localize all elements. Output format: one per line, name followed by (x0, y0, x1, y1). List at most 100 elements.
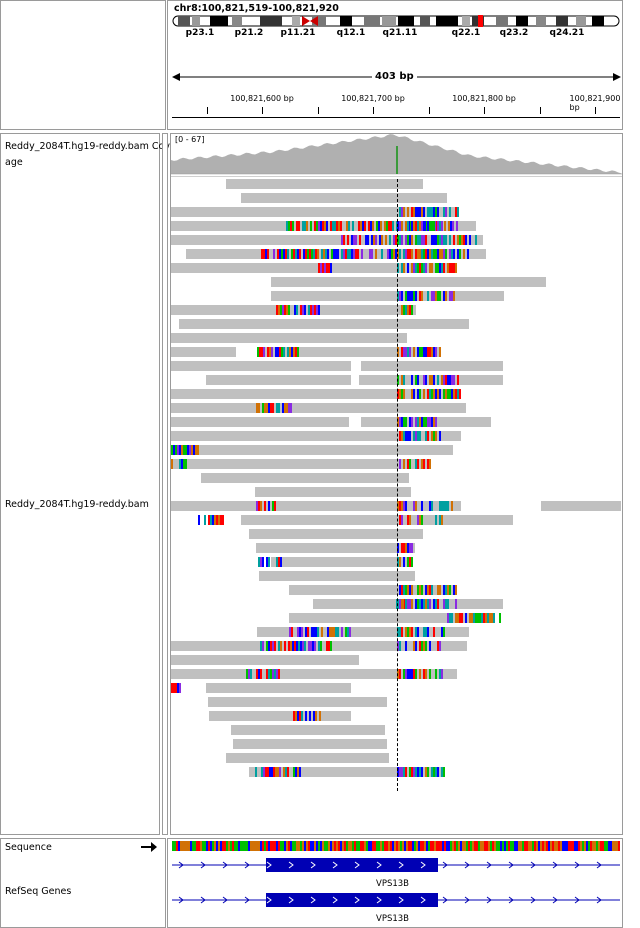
mismatch-base (329, 627, 331, 637)
aligned-read[interactable] (171, 333, 407, 343)
aligned-read[interactable] (171, 305, 416, 315)
sequence-base (504, 841, 506, 851)
mismatch-base (407, 235, 409, 245)
mismatch-base (413, 207, 415, 217)
aligned-read[interactable] (259, 571, 415, 581)
aligned-read[interactable] (289, 585, 456, 595)
aligned-read[interactable] (261, 347, 441, 357)
aligned-read[interactable] (206, 375, 351, 385)
mismatch-base (455, 599, 457, 609)
mismatch-base (274, 641, 276, 651)
mismatch-base (326, 221, 328, 231)
mismatch-base (330, 221, 332, 231)
aligned-read[interactable] (206, 683, 351, 693)
aligned-read[interactable] (256, 543, 415, 553)
mismatch-base (380, 221, 382, 231)
sequence-track-label[interactable]: Sequence (5, 842, 52, 853)
aligned-read[interactable] (541, 501, 621, 511)
aligned-read[interactable] (255, 487, 411, 497)
mismatch-base (425, 249, 427, 259)
aligned-read[interactable] (259, 473, 409, 483)
aligned-read[interactable] (271, 277, 546, 287)
aligned-read[interactable] (226, 179, 423, 189)
sequence-base (548, 841, 550, 851)
sequence-base (498, 841, 500, 851)
mismatch-base (318, 263, 320, 273)
mismatch-base (183, 445, 185, 455)
aligned-read[interactable] (171, 445, 453, 455)
aligned-read[interactable] (271, 557, 413, 567)
mismatch-base (439, 501, 441, 511)
aligned-read[interactable] (171, 389, 461, 399)
aligned-read[interactable] (361, 361, 503, 371)
aligned-read[interactable] (233, 739, 387, 749)
mismatch-base (371, 249, 373, 259)
alignment-track-label[interactable]: Reddy_2084T.hg19-reddy.bam (5, 499, 149, 510)
mismatch-base (311, 249, 313, 259)
aligned-read[interactable] (208, 697, 387, 707)
chromosome-ideogram[interactable] (172, 15, 620, 27)
aligned-read[interactable] (241, 515, 513, 525)
aligned-read[interactable] (179, 319, 469, 329)
sequence-track[interactable] (172, 841, 620, 851)
mismatch-base (429, 501, 431, 511)
mismatch-base (359, 235, 361, 245)
aligned-read[interactable] (201, 473, 259, 483)
aligned-read[interactable] (209, 711, 351, 721)
aligned-read[interactable] (249, 767, 445, 777)
mismatch-base (295, 249, 297, 259)
sequence-base (256, 841, 258, 851)
aligned-read[interactable] (171, 347, 236, 357)
mismatch-base (411, 375, 413, 385)
sequence-base (534, 841, 536, 851)
aligned-read[interactable] (171, 207, 459, 217)
aligned-read[interactable] (171, 669, 457, 679)
coverage-separator (171, 176, 622, 177)
mismatch-base (401, 291, 403, 301)
mismatch-base (390, 221, 392, 231)
aligned-read[interactable] (171, 501, 461, 511)
mismatch-base (441, 627, 443, 637)
aligned-read[interactable] (171, 431, 461, 441)
aligned-read[interactable] (271, 291, 504, 301)
aligned-read[interactable] (171, 417, 349, 427)
mismatch-base (397, 249, 399, 259)
mismatch-base (445, 501, 447, 511)
sequence-base (496, 841, 498, 851)
coverage-track-label-line1[interactable]: Reddy_2084T.hg19-reddy.bam Cov (5, 141, 170, 152)
aligned-read[interactable] (171, 361, 351, 371)
coverage-histogram[interactable] (171, 134, 622, 176)
aligned-read[interactable] (171, 235, 483, 245)
mismatch-base (437, 207, 439, 217)
mismatch-base (419, 263, 421, 273)
gene-model-2[interactable] (172, 891, 620, 909)
aligned-read[interactable] (171, 655, 359, 665)
mismatch-base (411, 599, 413, 609)
aligned-read[interactable] (249, 529, 423, 539)
mismatch-base (477, 613, 479, 623)
mismatch-base (443, 627, 445, 637)
mismatch-base (269, 767, 271, 777)
ideogram-band-label: p11.21 (280, 28, 316, 38)
aligned-read[interactable] (241, 193, 447, 203)
ruler-tick-label: 100,821,700 bp (341, 94, 405, 103)
sequence-base (442, 841, 444, 851)
aligned-read[interactable] (171, 263, 456, 273)
alignment-reads[interactable] (171, 177, 622, 834)
aligned-read[interactable] (231, 725, 385, 735)
mismatch-base (405, 305, 407, 315)
mismatch-base (395, 235, 397, 245)
arrow-right-icon[interactable] (141, 842, 157, 852)
aligned-read[interactable] (226, 753, 389, 763)
coverage-track-label-line2[interactable]: age (5, 157, 23, 168)
mismatch-base (409, 543, 411, 553)
mismatch-base (461, 613, 463, 623)
aligned-read[interactable] (171, 459, 431, 469)
refseq-track-label[interactable]: RefSeq Genes (5, 886, 72, 897)
gene-model-1[interactable] (172, 856, 620, 874)
aligned-read[interactable] (171, 403, 466, 413)
aligned-read[interactable] (257, 627, 469, 637)
aligned-read[interactable] (289, 613, 469, 623)
mismatch-base (259, 347, 261, 357)
mismatch-base (279, 249, 281, 259)
